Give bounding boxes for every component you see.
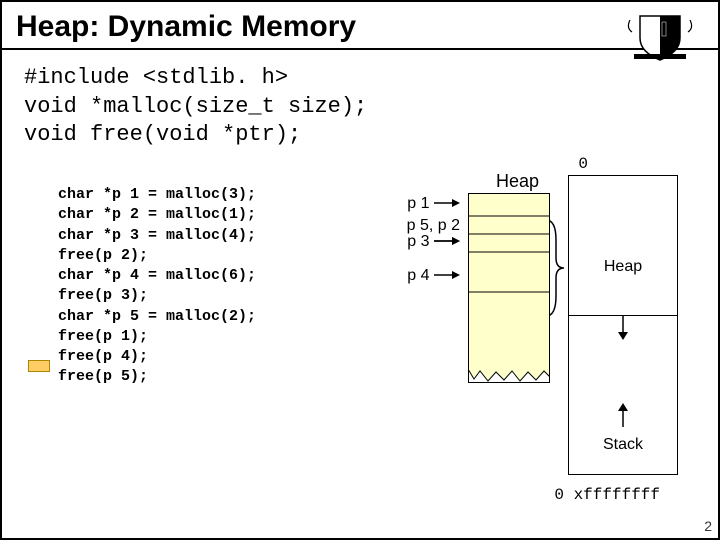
- pointer-p5p2-label: p 5, p 2: [407, 217, 460, 234]
- heap-detail-box: [468, 193, 550, 383]
- pointer-p4-label: p 4: [407, 267, 429, 284]
- example-code: char *p 1 = malloc(3); char *p 2 = mallo…: [58, 185, 256, 388]
- pointer-p1-label: p 1: [407, 195, 429, 212]
- content-area: #include <stdlib. h> void *malloc(size_t…: [2, 50, 718, 522]
- torn-edge-icon: [468, 369, 550, 383]
- memory-heap-region: Heap: [569, 176, 677, 316]
- pointer-p4: p 4: [407, 268, 460, 284]
- memory-heap-label: Heap: [569, 258, 677, 276]
- pointer-p3-label: p 3: [407, 233, 429, 250]
- slide-title: Heap: Dynamic Memory: [16, 10, 704, 44]
- heap-detail-title: Heap: [496, 171, 539, 192]
- address-zero-label: 0: [578, 155, 588, 173]
- arrow-right-icon: [434, 268, 460, 284]
- stack-grow-arrow-icon: [616, 403, 630, 432]
- heap-detail: Heap: [468, 175, 550, 395]
- pointer-p1: p 1: [407, 196, 460, 212]
- code-highlight-marker: [28, 360, 50, 372]
- address-max-label: 0 xffffffff: [554, 486, 660, 504]
- api-code: #include <stdlib. h> void *malloc(size_t…: [24, 64, 696, 150]
- slide: Heap: Dynamic Memory #include <stdlib. h…: [0, 0, 720, 540]
- memory-stack-label: Stack: [569, 436, 677, 454]
- title-bar: Heap: Dynamic Memory: [2, 2, 718, 50]
- arrow-right-icon: [434, 196, 460, 212]
- page-number: 2: [704, 518, 712, 534]
- memory-column: Heap Stack: [568, 175, 678, 475]
- pointer-p3: p 3: [407, 234, 460, 250]
- heap-grow-arrow-icon: [616, 316, 630, 345]
- arrow-right-icon: [434, 234, 460, 250]
